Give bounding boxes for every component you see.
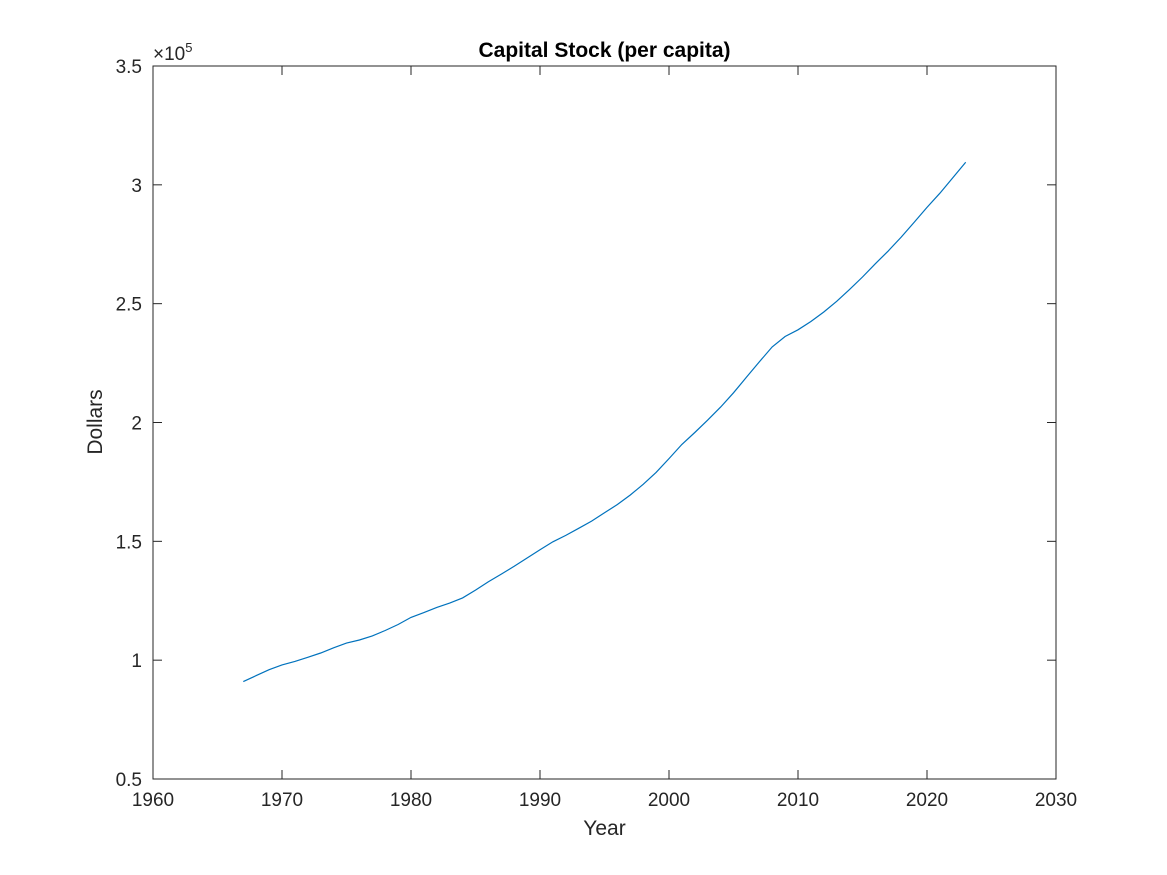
- chart-title: Capital Stock (per capita): [478, 39, 730, 62]
- y-exponent-power: 5: [185, 40, 192, 55]
- x-tick-label: 2030: [1035, 790, 1077, 811]
- y-tick-label: 0.5: [116, 770, 142, 791]
- x-tick-label: 1980: [390, 790, 432, 811]
- y-exponent-label: ×105: [153, 40, 192, 65]
- series-line: [243, 161, 967, 683]
- y-axis-label: Dollars: [84, 389, 107, 454]
- x-tick-label: 2010: [777, 790, 819, 811]
- plot-area-background: [153, 66, 1056, 779]
- x-tick-label: 1990: [519, 790, 561, 811]
- y-exponent-base: ×10: [153, 44, 185, 65]
- x-tick-label: 1970: [261, 790, 303, 811]
- y-tick-label: 1.5: [116, 532, 142, 553]
- y-tick-label: 1: [131, 651, 142, 672]
- x-tick-label: 2020: [906, 790, 948, 811]
- x-axis-label: Year: [583, 817, 625, 840]
- y-tick-label: 2: [131, 414, 142, 435]
- x-tick-label: 2000: [648, 790, 690, 811]
- plot-frame: [152, 65, 1057, 780]
- y-tick-label: 3.5: [116, 57, 142, 78]
- y-tick-label: 3: [131, 176, 142, 197]
- y-tick-label: 2.5: [116, 295, 142, 316]
- x-tick-label: 1960: [132, 790, 174, 811]
- tick-labels: 1960 1970 1980 1990 2000 2010 2020 2030 0.5 1 1.5 2…: [116, 57, 1078, 811]
